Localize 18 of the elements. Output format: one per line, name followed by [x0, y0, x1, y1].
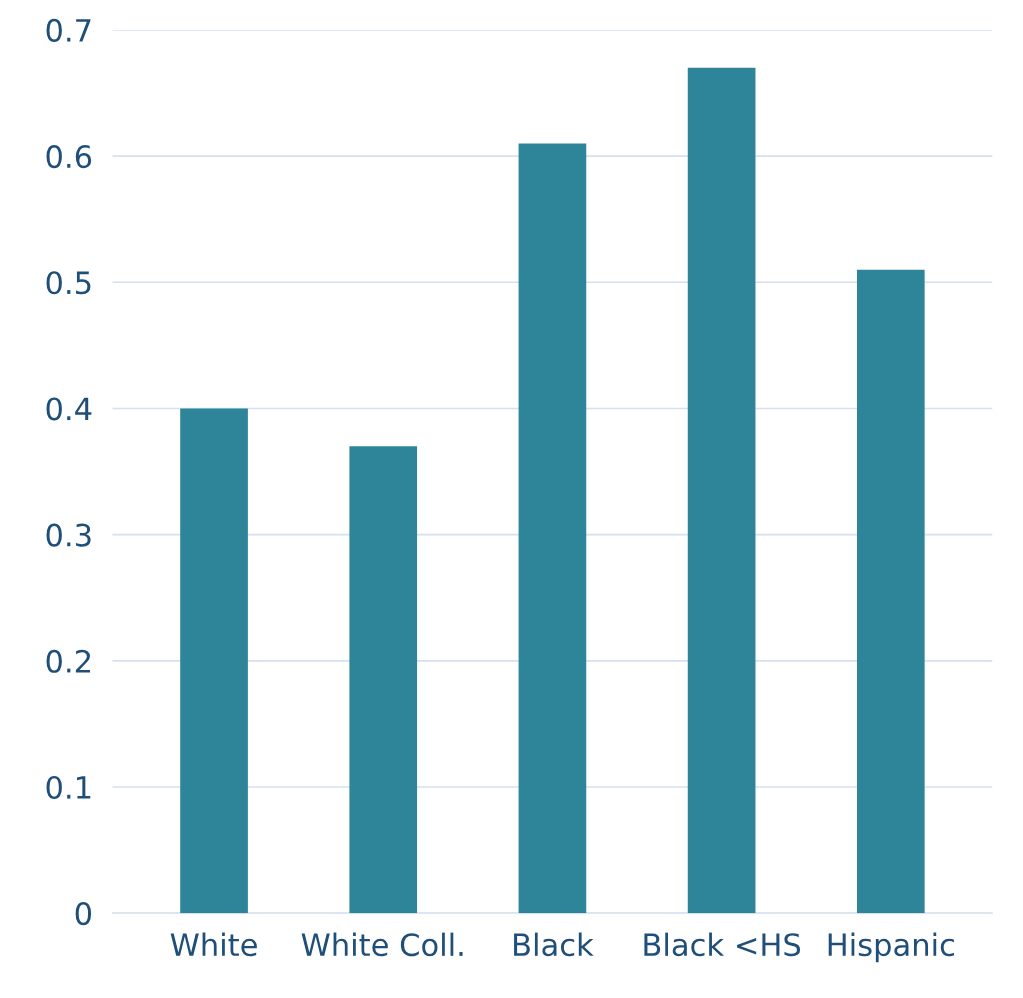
bar [856, 269, 925, 914]
y-tick-label: 0 [75, 902, 92, 926]
x-tick-label: Black <HS [644, 932, 801, 957]
y-tick-label: 0.2 [46, 649, 91, 673]
bar [518, 143, 587, 914]
y-tick-label: 0.4 [46, 397, 92, 421]
y-tick-label: 0.6 [46, 145, 92, 169]
y-tick-label: 0.5 [46, 271, 91, 295]
x-tick-label: Black [514, 932, 594, 957]
bar [687, 67, 756, 914]
x-tick-label: Hispanic [828, 932, 954, 963]
bar [349, 446, 418, 914]
x-tick-label: White Coll. [301, 932, 463, 957]
bar [180, 408, 248, 914]
y-tick-label: 0.7 [46, 18, 91, 42]
y-tick-label: 0.1 [46, 775, 91, 800]
y-tick-label: 0.3 [46, 523, 91, 547]
x-tick-label: White [170, 932, 257, 957]
